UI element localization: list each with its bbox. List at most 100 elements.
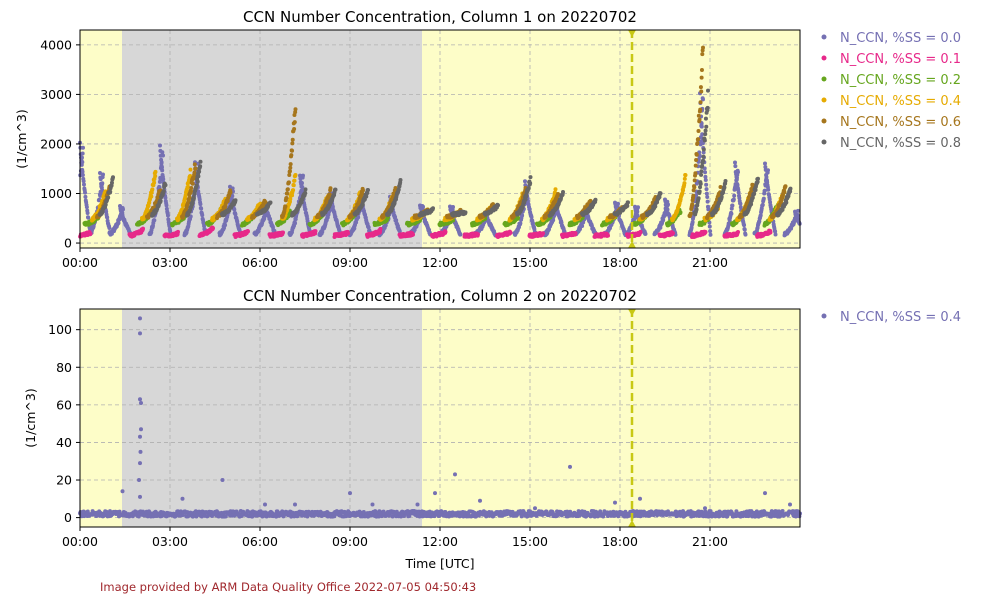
data-point: [693, 163, 698, 168]
data-point: [763, 164, 768, 169]
data-point: [200, 213, 205, 218]
data-point: [729, 206, 734, 211]
data-point: [764, 174, 769, 179]
data-point: [738, 201, 743, 206]
data-point: [366, 225, 371, 230]
data-point: [703, 174, 708, 179]
data-point: [671, 231, 675, 236]
data-point: [696, 137, 701, 142]
data-point: [541, 231, 545, 236]
data-point: [782, 190, 787, 195]
data-point: [665, 207, 670, 212]
data-point: [328, 186, 333, 191]
data-point: [699, 67, 704, 72]
data-point: [189, 185, 194, 190]
data-point: [704, 187, 709, 192]
data-point: [141, 226, 145, 231]
data-point: [705, 199, 710, 204]
data-point: [703, 170, 708, 175]
data-point: [796, 208, 800, 213]
data-point: [458, 232, 463, 237]
data-point: [737, 196, 742, 201]
data-point: [290, 148, 295, 153]
data-point: [198, 202, 203, 207]
data-point: [773, 232, 778, 237]
data-point: [520, 213, 525, 218]
data-point: [291, 183, 296, 188]
data-point: [760, 202, 765, 207]
data-point: [378, 226, 383, 231]
data-point: [86, 215, 91, 220]
data-point: [699, 89, 704, 94]
data-point: [291, 188, 296, 193]
data-point: [733, 160, 737, 165]
data-point: [696, 113, 701, 118]
data-point: [443, 229, 448, 234]
data-point: [606, 233, 610, 238]
data-point: [290, 141, 295, 146]
data-point: [707, 224, 712, 229]
data-point: [701, 150, 706, 155]
data-point: [701, 97, 705, 102]
data-point: [698, 85, 703, 90]
data-point: [158, 148, 163, 153]
data-point: [361, 188, 365, 193]
data-point: [83, 190, 88, 195]
data-point: [84, 205, 89, 210]
data-point: [736, 190, 741, 195]
data-point: [158, 153, 163, 158]
data-point: [727, 222, 731, 227]
data-point: [80, 169, 85, 174]
data-point: [529, 215, 534, 220]
data-point: [698, 107, 703, 112]
data-point: [573, 231, 578, 236]
data-point: [292, 178, 297, 183]
data-point: [288, 197, 293, 202]
data-point: [145, 208, 150, 213]
data-point: [159, 157, 164, 162]
data-point: [116, 220, 121, 225]
data-point: [298, 176, 303, 181]
data-point: [285, 191, 290, 196]
data-point: [708, 232, 713, 237]
data-point: [192, 162, 197, 167]
data-point: [88, 231, 93, 236]
data-point: [743, 232, 748, 237]
data-point: [527, 207, 532, 212]
data-point: [738, 205, 743, 210]
data-point: [105, 215, 110, 220]
data-point: [688, 211, 693, 216]
data-point: [690, 220, 695, 225]
data-point: [79, 162, 84, 167]
data-point: [223, 223, 228, 228]
data-point: [288, 165, 293, 170]
data-point: [690, 202, 695, 207]
data-point: [356, 215, 361, 220]
data-point: [153, 174, 158, 179]
data-point: [695, 141, 700, 146]
data-point: [190, 181, 195, 186]
data-point: [451, 204, 455, 209]
data-point: [742, 223, 747, 228]
data-point: [663, 199, 668, 204]
data-point: [694, 158, 699, 163]
data-point: [704, 182, 709, 187]
data-point: [149, 194, 154, 199]
data-point: [476, 232, 480, 237]
data-point: [80, 173, 85, 178]
data-point: [696, 128, 701, 133]
data-point: [160, 168, 165, 173]
data-point: [551, 218, 556, 223]
data-point: [765, 180, 770, 185]
data-point: [165, 213, 170, 218]
data-point: [643, 231, 648, 236]
data-point: [735, 183, 740, 188]
data-point: [85, 211, 90, 216]
data-point: [518, 221, 523, 226]
data-point: [397, 229, 402, 234]
data-point: [330, 204, 335, 209]
data-point: [736, 229, 740, 234]
data-point: [638, 229, 643, 234]
data-point: [284, 196, 289, 201]
